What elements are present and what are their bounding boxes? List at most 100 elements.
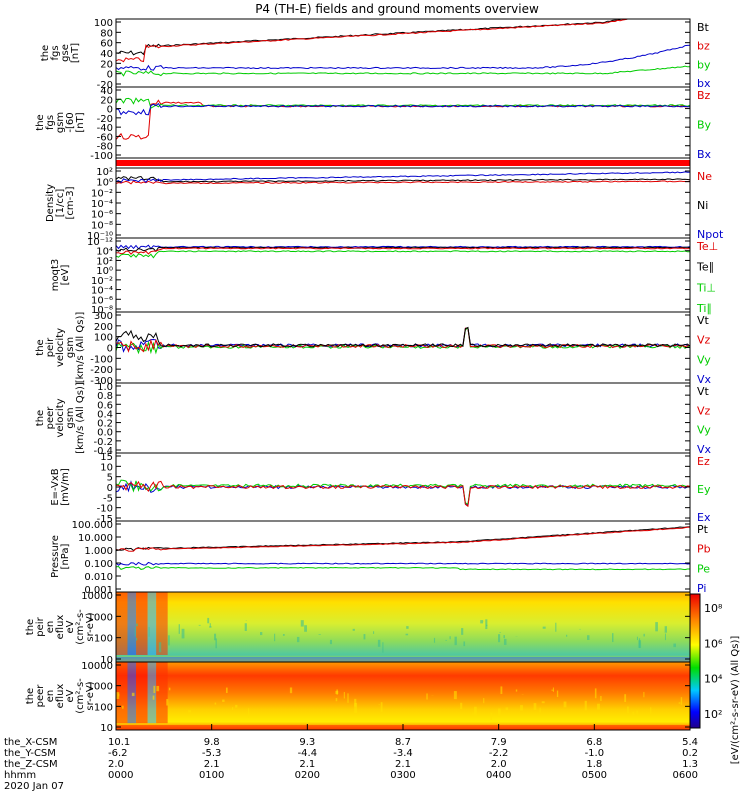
legend-label: Ne: [697, 170, 712, 183]
spectrogram-streak: [681, 697, 682, 705]
spectrogram-band: [127, 592, 136, 655]
panel-frame: [116, 168, 690, 238]
y-tick-label: -200: [90, 365, 113, 376]
spectrogram-band: [136, 662, 147, 723]
spectrogram-streak: [450, 636, 451, 639]
spectrogram-streak: [153, 696, 155, 700]
x-row-label: hhmm: [4, 770, 36, 781]
series-line: [116, 19, 690, 62]
spectrogram-streak: [335, 691, 338, 694]
series-line: [116, 251, 690, 258]
y-label-line: [nT]: [70, 43, 81, 63]
legend-label: Vt: [697, 314, 710, 327]
series-line: [116, 328, 690, 353]
y-tick-label: 0.010: [84, 572, 113, 583]
spectrogram-streak: [490, 713, 492, 720]
series-line: [116, 480, 690, 504]
spectrogram-streak: [426, 693, 427, 699]
y-tick-label: 10⁻⁶: [91, 210, 113, 221]
spectrogram-streak: [215, 703, 216, 705]
spectrogram-fill: [116, 662, 690, 730]
spectrogram-streak: [543, 627, 546, 629]
panel-density: 10²10⁰10⁻²10⁻⁴10⁻⁶10⁻⁸10⁻¹⁰Density[1/cc]…: [45, 167, 724, 242]
spectrogram-streak: [153, 686, 155, 693]
series-line: [116, 328, 690, 352]
y-label-line: sr-eV): [85, 681, 96, 710]
spectrogram-streak: [503, 635, 504, 638]
spectrogram-streak: [347, 693, 348, 703]
spectrogram-streak: [445, 640, 446, 641]
colorbar-scale: [690, 594, 700, 728]
y-tick-label: 1.000: [84, 546, 113, 557]
panel-flag: [116, 158, 690, 168]
legend-label: Ti⊥: [696, 281, 716, 294]
x-row-value: 2.1: [395, 759, 411, 770]
spectrogram-streak: [199, 625, 201, 626]
legend-label: Vt: [697, 385, 710, 398]
spectrogram-streak: [382, 642, 383, 652]
spectrogram-streak: [506, 707, 509, 710]
spectrogram-streak: [655, 622, 658, 631]
spectrogram-streak: [274, 634, 275, 642]
series-line: [116, 567, 690, 570]
spectrogram-streak: [540, 708, 541, 713]
x-row-value: 0.2: [682, 748, 698, 759]
spectrogram-streak: [461, 628, 463, 635]
spectrogram-streak: [168, 635, 170, 645]
spectrogram-streak: [136, 638, 137, 641]
spectrogram-streak: [434, 638, 435, 643]
spectrogram-streak: [373, 631, 374, 634]
x-row-value: -3.4: [393, 748, 413, 759]
spectrogram-streak: [472, 712, 473, 715]
legend-label: Ni: [697, 199, 708, 212]
y-tick-label: 0: [107, 344, 113, 355]
y-label-line: [nT]: [75, 112, 86, 132]
series-line: [116, 19, 690, 55]
legend-label: Vz: [697, 404, 711, 417]
spectrogram-streak: [483, 698, 484, 703]
y-axis-label: moqt3[eV]: [50, 259, 71, 292]
x-row-value: 0400: [486, 770, 511, 781]
spectrogram-streak: [516, 689, 517, 691]
spectrogram-streak: [248, 708, 249, 717]
legend-label: Vy: [697, 353, 711, 366]
spectrogram-streak: [637, 637, 638, 640]
x-row-value: -6.2: [108, 748, 128, 759]
flag-bar: [116, 160, 690, 166]
spectrogram-streak: [406, 626, 408, 629]
series-line: [116, 45, 690, 70]
spectrogram-streak: [135, 627, 136, 636]
colorbar-tick-label: 10⁸: [704, 602, 723, 615]
legend-label: Pt: [697, 523, 709, 536]
y-label-line: [km/s (All Qs)]: [75, 312, 86, 384]
spectrogram-streak: [534, 703, 537, 710]
legend-label: By: [697, 119, 712, 132]
series-line: [116, 328, 690, 347]
y-tick-label: 100: [94, 333, 113, 344]
spectrogram-streak: [232, 707, 233, 710]
spectrogram-streak: [551, 690, 553, 691]
spectrogram-streak: [301, 620, 304, 626]
x-row-label: the_X-CSM: [4, 737, 57, 748]
panel-temperature: 10⁻¹²10⁴10²10⁰10⁻²10⁻⁴10⁻⁶10⁻⁸moqt3[eV]T…: [50, 237, 718, 316]
y-tick-label: 10000: [81, 661, 113, 672]
spectrogram-streak: [504, 639, 507, 645]
x-row-value: 10.1: [108, 737, 130, 748]
spectrogram-streak: [122, 706, 123, 709]
y-tick-label: 100.000: [72, 520, 113, 531]
x-row-value: 2.0: [491, 759, 507, 770]
x-row-value: 8.7: [395, 737, 411, 748]
spectrogram-streak: [585, 701, 587, 710]
x-row-value: 0200: [295, 770, 320, 781]
x-date-label: 2020 Jan 07: [4, 781, 64, 792]
spectrogram-streak: [639, 638, 640, 648]
y-label-line: [km/s (All Qs)]: [75, 382, 86, 454]
y-axis-label: E=-VxB[mV/m]: [50, 468, 71, 506]
